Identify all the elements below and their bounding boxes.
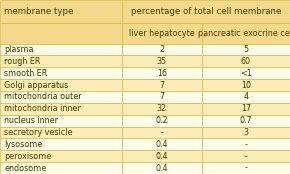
- Bar: [122, 79, 202, 91]
- Bar: [0, 138, 122, 150]
- Text: 2: 2: [159, 45, 164, 54]
- Bar: [0, 103, 122, 115]
- Bar: [202, 55, 290, 67]
- Bar: [202, 138, 290, 150]
- Bar: [202, 67, 290, 79]
- Bar: [122, 126, 202, 138]
- Text: 3: 3: [243, 128, 248, 137]
- Text: pancreatic exocrine cell: pancreatic exocrine cell: [198, 29, 290, 38]
- Text: rough ER: rough ER: [4, 57, 41, 66]
- Bar: [122, 23, 202, 44]
- Bar: [202, 115, 290, 126]
- Bar: [0, 162, 122, 174]
- Text: endosome: endosome: [4, 164, 47, 173]
- Bar: [0, 115, 122, 126]
- Bar: [122, 150, 202, 162]
- Bar: [122, 44, 202, 55]
- Bar: [122, 103, 202, 115]
- Bar: [0, 55, 122, 67]
- Bar: [122, 55, 202, 67]
- Text: 0.4: 0.4: [155, 164, 168, 173]
- Bar: [0, 79, 122, 91]
- Bar: [0, 67, 122, 79]
- Bar: [0, 126, 122, 138]
- Text: secretory vesicle: secretory vesicle: [4, 128, 73, 137]
- Text: -: -: [244, 164, 247, 173]
- Text: -: -: [160, 128, 163, 137]
- Bar: [202, 91, 290, 103]
- Text: 0.4: 0.4: [155, 140, 168, 149]
- Text: lysosome: lysosome: [4, 140, 43, 149]
- Text: -: -: [244, 152, 247, 161]
- Text: 7: 7: [159, 92, 164, 101]
- Text: 4: 4: [243, 92, 248, 101]
- Text: 32: 32: [157, 104, 167, 113]
- Bar: [122, 91, 202, 103]
- Bar: [122, 162, 202, 174]
- Text: plasma: plasma: [4, 45, 34, 54]
- Bar: [0, 150, 122, 162]
- Text: -: -: [244, 140, 247, 149]
- Text: mitochondria outer: mitochondria outer: [4, 92, 82, 101]
- Text: 0.7: 0.7: [240, 116, 252, 125]
- Text: 35: 35: [157, 57, 167, 66]
- Text: smooth ER: smooth ER: [4, 69, 48, 78]
- Text: Golgi apparatus: Golgi apparatus: [4, 81, 69, 89]
- Bar: [0, 23, 122, 44]
- Text: peroxisome: peroxisome: [4, 152, 52, 161]
- Bar: [202, 103, 290, 115]
- Text: percentage of total cell membrane: percentage of total cell membrane: [131, 7, 281, 16]
- Text: 60: 60: [241, 57, 251, 66]
- Bar: [202, 44, 290, 55]
- Bar: [122, 138, 202, 150]
- Bar: [0, 44, 122, 55]
- Text: 0.2: 0.2: [155, 116, 168, 125]
- Text: 16: 16: [157, 69, 167, 78]
- Text: <1: <1: [240, 69, 252, 78]
- Bar: [122, 115, 202, 126]
- Bar: [202, 23, 290, 44]
- Text: membrane type: membrane type: [4, 7, 74, 16]
- Bar: [202, 79, 290, 91]
- Bar: [0, 91, 122, 103]
- Text: mitochondria inner: mitochondria inner: [4, 104, 81, 113]
- Bar: [0, 0, 122, 23]
- Text: 0.4: 0.4: [155, 152, 168, 161]
- Bar: [202, 162, 290, 174]
- Text: 7: 7: [159, 81, 164, 89]
- Bar: [122, 0, 290, 23]
- Bar: [202, 126, 290, 138]
- Text: liver hepatocyte: liver hepatocyte: [129, 29, 195, 38]
- Text: 10: 10: [241, 81, 251, 89]
- Bar: [202, 150, 290, 162]
- Text: nucleus inner: nucleus inner: [4, 116, 58, 125]
- Text: 5: 5: [243, 45, 248, 54]
- Text: 17: 17: [241, 104, 251, 113]
- Bar: [122, 67, 202, 79]
